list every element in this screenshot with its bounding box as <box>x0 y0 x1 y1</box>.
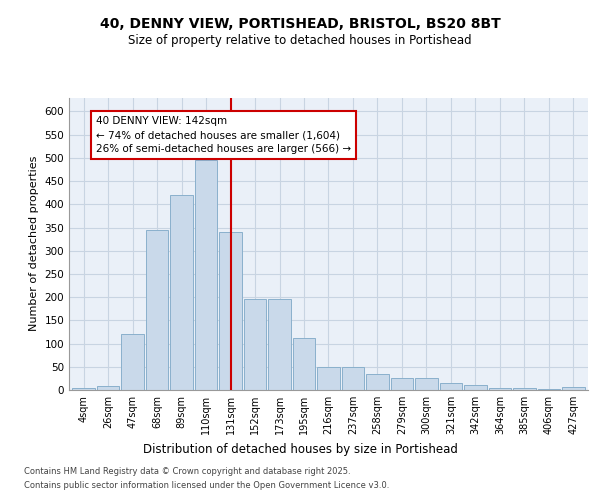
Bar <box>513 388 536 390</box>
Text: Contains public sector information licensed under the Open Government Licence v3: Contains public sector information licen… <box>24 481 389 490</box>
Bar <box>268 300 291 390</box>
Bar <box>342 367 364 390</box>
Bar <box>440 383 462 390</box>
Text: 40, DENNY VIEW, PORTISHEAD, BRISTOL, BS20 8BT: 40, DENNY VIEW, PORTISHEAD, BRISTOL, BS2… <box>100 18 500 32</box>
Text: 40 DENNY VIEW: 142sqm
← 74% of detached houses are smaller (1,604)
26% of semi-d: 40 DENNY VIEW: 142sqm ← 74% of detached … <box>96 116 351 154</box>
Text: Distribution of detached houses by size in Portishead: Distribution of detached houses by size … <box>143 442 457 456</box>
Bar <box>464 386 487 390</box>
Bar <box>562 387 584 390</box>
Bar <box>195 160 217 390</box>
Bar <box>415 378 437 390</box>
Text: Contains HM Land Registry data © Crown copyright and database right 2025.: Contains HM Land Registry data © Crown c… <box>24 468 350 476</box>
Bar <box>146 230 169 390</box>
Y-axis label: Number of detached properties: Number of detached properties <box>29 156 39 332</box>
Bar <box>317 367 340 390</box>
Bar <box>366 374 389 390</box>
Bar <box>293 338 315 390</box>
Bar <box>488 388 511 390</box>
Bar <box>391 378 413 390</box>
Bar <box>121 334 144 390</box>
Bar <box>220 232 242 390</box>
Bar <box>97 386 119 390</box>
Bar <box>73 388 95 390</box>
Bar <box>244 300 266 390</box>
Text: Size of property relative to detached houses in Portishead: Size of property relative to detached ho… <box>128 34 472 47</box>
Bar <box>170 195 193 390</box>
Bar <box>538 388 560 390</box>
